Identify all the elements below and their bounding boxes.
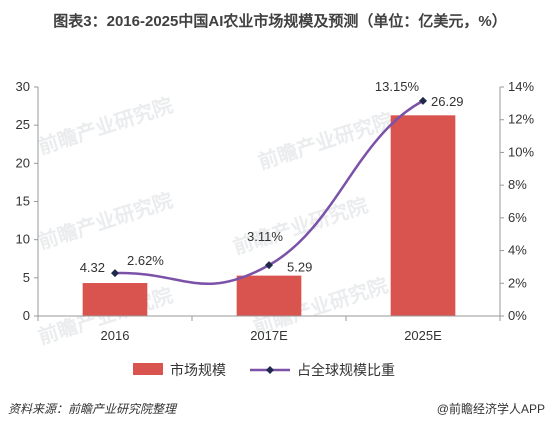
legend-swatch-marker (266, 366, 274, 374)
legend-label-line: 占全球规模比重 (297, 362, 395, 379)
x-axis-tick-label: 2017E (250, 328, 288, 343)
chart-title: 图表3：2016-2025中国AI农业市场规模及预测（单位：亿美元，%） (53, 13, 507, 30)
left-axis-tick-label: 5 (23, 270, 30, 285)
right-axis-tick-label: 4% (508, 243, 527, 258)
legend-swatch-bar (133, 363, 163, 375)
right-axis-tick-label: 12% (508, 112, 534, 127)
bar (82, 283, 148, 316)
right-axis: 0% 2% 4% 6% 8% 10% 12% 14% (499, 79, 534, 323)
bar (236, 275, 302, 316)
legend-label-bar: 市场规模 (170, 362, 226, 379)
left-axis-tick-label: 20 (16, 155, 30, 170)
line-value-label: 3.11% (247, 229, 283, 244)
x-axis: 2016 2017E 2025E (37, 315, 501, 343)
combo-chart: 0 5 10 15 20 25 30 0% 2% 4% 6% 8% 10% 12% 14% 4.32 5.2… (16, 79, 535, 379)
right-axis-tick-label: 6% (508, 210, 527, 225)
legend: 市场规模 占全球规模比重 (133, 362, 395, 379)
x-axis-tick-label: 2016 (101, 328, 130, 343)
right-axis-tick-label: 8% (508, 177, 527, 192)
left-axis-tick-label: 0 (23, 308, 30, 323)
brand-credit: @前瞻经济学人APP (436, 402, 545, 416)
bar-value-label: 5.29 (287, 260, 312, 275)
left-axis-tick-label: 25 (16, 117, 30, 132)
line-point (111, 269, 119, 278)
x-axis-tick-label: 2025E (404, 328, 442, 343)
left-axis-tick-label: 15 (16, 194, 30, 209)
line-series: 2.62% 3.11% 13.15% (111, 79, 427, 285)
bar-value-label: 4.32 (80, 260, 105, 275)
line-point (265, 261, 273, 270)
right-axis-tick-label: 10% (508, 144, 534, 159)
source-note: 资料来源：前瞻产业研究院整理 (8, 402, 177, 416)
left-axis: 0 5 10 15 20 25 30 (16, 79, 39, 323)
right-axis-tick-label: 2% (508, 275, 527, 290)
line-value-label: 13.15% (375, 79, 420, 94)
line-value-label: 2.62% (127, 253, 164, 268)
bar-series: 4.32 5.29 26.29 (80, 94, 464, 316)
left-axis-tick-label: 30 (16, 79, 30, 94)
right-axis-tick-label: 14% (508, 79, 534, 94)
bar (390, 115, 456, 316)
right-axis-tick-label: 0% (508, 308, 527, 323)
bar-value-label: 26.29 (431, 94, 464, 109)
left-axis-tick-label: 10 (16, 232, 30, 247)
line-point (419, 96, 427, 105)
